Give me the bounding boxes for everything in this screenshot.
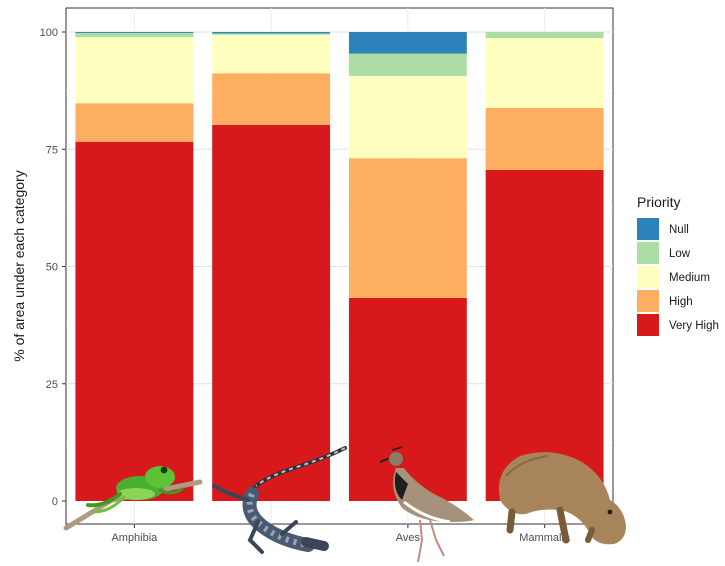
y-tick-label: 50 (46, 262, 58, 274)
x-axis: Amphibia Aves Mammalia (111, 524, 571, 544)
bar-low-1 (75, 32, 194, 38)
legend-swatch-medium (637, 266, 659, 288)
bar-null-1 (75, 32, 194, 33)
x-tick-label: Aves (396, 532, 421, 544)
bar-null-3 (348, 32, 467, 54)
bar-low-2 (212, 33, 331, 35)
legend-swatch-very-high (637, 314, 659, 336)
capybara-icon (498, 452, 626, 545)
legend-swatch-high (637, 290, 659, 312)
bar-very-high-4 (485, 169, 604, 502)
bar-medium-3 (348, 76, 467, 159)
legend-label: High (669, 296, 693, 308)
x-tick-label: Amphibia (111, 532, 158, 544)
bar-medium-2 (212, 34, 331, 74)
bar-high-2 (212, 73, 331, 125)
legend-swatch-low (637, 242, 659, 264)
y-tick-label: 25 (46, 379, 58, 391)
bar-very-high-1 (75, 141, 194, 501)
x-tick-label: Mammalia (519, 532, 571, 544)
legend-title: Priority (637, 194, 681, 210)
lapwing-bird-icon (379, 446, 474, 563)
y-tick-label: 0 (52, 496, 58, 508)
bar-low-3 (348, 53, 467, 77)
legend-label: Low (669, 248, 691, 260)
frog-icon (63, 466, 203, 531)
y-tick-label: 100 (40, 27, 58, 39)
bar-null-2 (212, 32, 331, 34)
bars (75, 32, 604, 502)
bar-very-high-3 (348, 297, 467, 501)
y-tick-label: 75 (46, 144, 58, 156)
lizard-icon (212, 446, 347, 554)
bar-medium-1 (75, 37, 194, 104)
y-axis: 0 25 50 75 100 (40, 27, 66, 508)
bar-high-1 (75, 103, 194, 142)
legend-label: Medium (669, 272, 710, 284)
legend-swatch-null (637, 218, 659, 240)
bar-very-high-2 (212, 124, 331, 501)
bar-medium-4 (485, 38, 604, 108)
bar-high-4 (485, 107, 604, 170)
bar-low-4 (485, 32, 604, 39)
y-axis-title: % of area under each category (11, 170, 27, 361)
legend-label: Very High (669, 320, 719, 332)
legend-label: Null (669, 224, 689, 236)
bar-high-3 (348, 158, 467, 298)
legend: Priority Null Low Medium High Very High (637, 194, 719, 336)
